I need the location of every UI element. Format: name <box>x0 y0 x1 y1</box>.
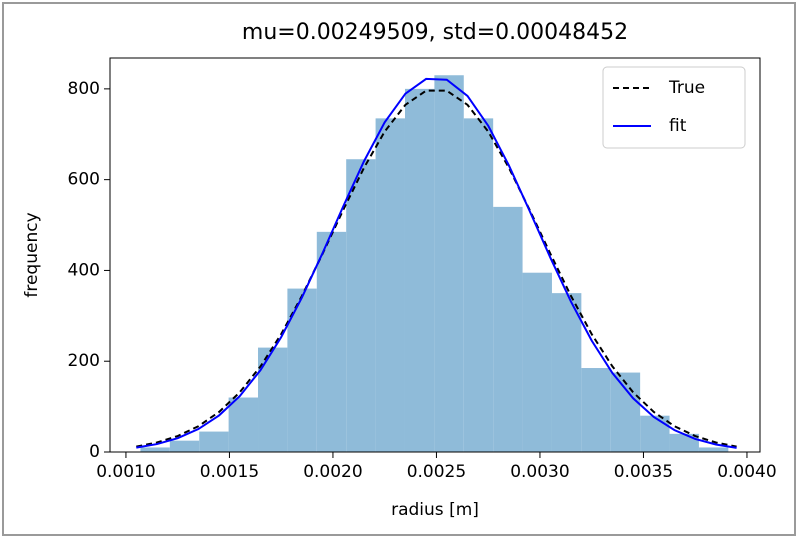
histogram-bar <box>640 415 670 452</box>
histogram-bar <box>316 231 347 452</box>
x-tick-label: 0.0040 <box>717 462 776 482</box>
histogram-bar <box>169 440 200 452</box>
x-tick-label: 0.0015 <box>200 462 259 482</box>
y-tick-label: 0 <box>89 442 100 462</box>
histogram-bar <box>375 118 405 452</box>
legend-label: fit <box>669 116 687 136</box>
y-axis-label: frequency <box>22 212 42 297</box>
x-tick-label: 0.0010 <box>96 462 155 482</box>
histogram-bar <box>522 272 552 452</box>
plot-area: 0.0010 0.0015 0.0020 0.0025 0.0030 0.0035 0.00… <box>68 57 777 482</box>
histogram-bar <box>610 372 641 452</box>
y-tick-label: 200 <box>68 351 100 371</box>
x-tick-label: 0.0020 <box>303 462 362 482</box>
axes-frame <box>109 57 761 453</box>
histogram-bar <box>140 447 170 452</box>
x-axis-label: radius [m] <box>391 500 479 520</box>
y-tick-label: 400 <box>68 260 100 280</box>
y-tick-label: 800 <box>68 79 100 99</box>
x-tick-label: 0.0030 <box>510 462 569 482</box>
histogram-bar <box>228 397 259 452</box>
x-tick-label: 0.0035 <box>614 462 673 482</box>
line-series <box>136 77 737 449</box>
histogram-bar <box>698 447 729 452</box>
histogram-bar <box>258 347 288 452</box>
chart-title: mu=0.00249509, std=0.00048452 <box>242 20 628 45</box>
histogram-bar <box>581 368 611 452</box>
y-tick-label: 600 <box>68 170 100 190</box>
histogram-bar <box>463 118 494 452</box>
x-tick-label: 0.0025 <box>407 462 466 482</box>
histogram-bar <box>434 75 464 453</box>
histogram-bar <box>493 206 523 452</box>
histogram-bar <box>551 293 582 452</box>
line-series <box>136 89 737 448</box>
legend-label: True <box>668 78 705 98</box>
histogram-bar <box>346 159 376 452</box>
histogram-bar <box>404 88 435 452</box>
histogram-bar <box>199 431 229 452</box>
